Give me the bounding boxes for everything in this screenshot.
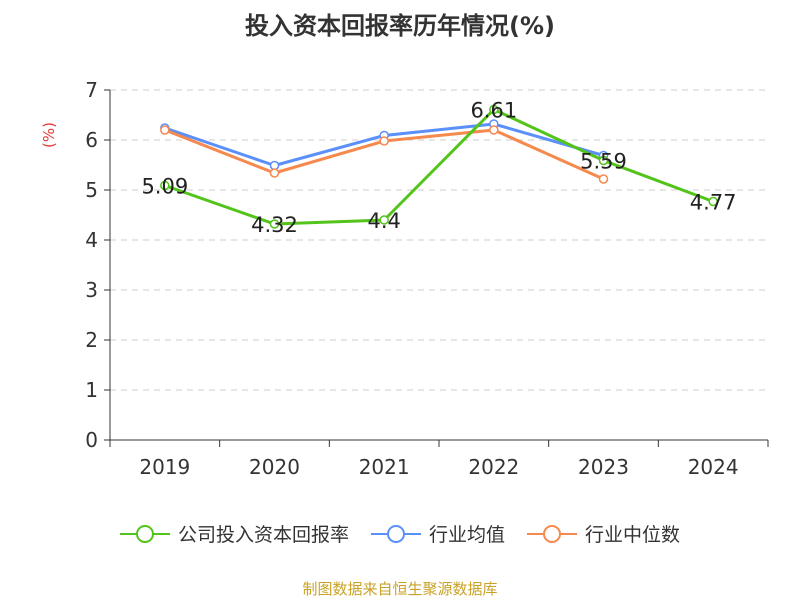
data-label-2021: 4.4 [367, 209, 400, 233]
series-0-point-2022 [489, 104, 499, 115]
y-tick-label-6: 6 [85, 128, 98, 152]
y-tick-label-1: 1 [85, 378, 98, 402]
chart-legend: 公司投入资本回报率 行业均值 行业中位数 [0, 520, 800, 547]
y-tick-label-5: 5 [85, 178, 98, 202]
x-tick-label-2021: 2021 [359, 455, 410, 479]
series-0-point-2021 [379, 215, 389, 225]
legend-item-company[interactable]: 公司投入资本回报率 [119, 520, 349, 547]
data-source-footer: 制图数据来自恒生聚源数据库 [302, 580, 498, 598]
legend-item-industry-median[interactable]: 行业中位数 [527, 520, 680, 547]
x-tick-label-2020: 2020 [249, 455, 300, 479]
data-label-2024: 4.77 [690, 191, 737, 215]
data-label-2019: 5.09 [141, 175, 188, 199]
y-tick-label-3: 3 [85, 278, 98, 302]
legend-label-industry-median: 行业中位数 [585, 524, 681, 546]
series-0-point-2020 [269, 219, 280, 229]
y-tick-label-4: 4 [85, 228, 98, 252]
series-0-point-2024 [708, 196, 718, 207]
x-tick-label-2023: 2023 [578, 455, 629, 479]
series-2-point-2023 [598, 174, 609, 184]
y-tick-label-7: 7 [85, 78, 98, 102]
x-tick-label-2024: 2024 [688, 455, 739, 479]
legend-line-company-icon [119, 524, 170, 543]
x-tick-label-2019: 2019 [139, 455, 190, 479]
series-2-point-2019 [160, 125, 170, 135]
y-tick-label-0: 0 [85, 428, 98, 452]
legend-label-company: 公司投入资本回报率 [177, 524, 349, 546]
series-0-point-2023 [598, 155, 609, 166]
x-tick-label-2022: 2022 [468, 455, 519, 479]
series-2-point-2020 [269, 168, 280, 178]
data-label-2023: 5.59 [580, 150, 627, 174]
chart-title: 投入资本回报率历年情况(%) [245, 12, 555, 40]
data-label-2022: 6.61 [470, 99, 517, 123]
series-2-point-2021 [379, 136, 389, 146]
series-line-0 [164, 108, 714, 226]
data-label-2020: 4.32 [251, 213, 298, 237]
legend-label-industry-mean: 行业均值 [428, 524, 505, 546]
series-0-point-2019 [160, 180, 170, 191]
legend-line-industry-mean-icon [370, 524, 421, 543]
legend-line-industry-median-icon [527, 524, 577, 543]
series-2-point-2022 [489, 125, 499, 135]
y-tick-label-2: 2 [85, 328, 98, 352]
legend-item-industry-mean[interactable]: 行业均值 [370, 520, 505, 547]
